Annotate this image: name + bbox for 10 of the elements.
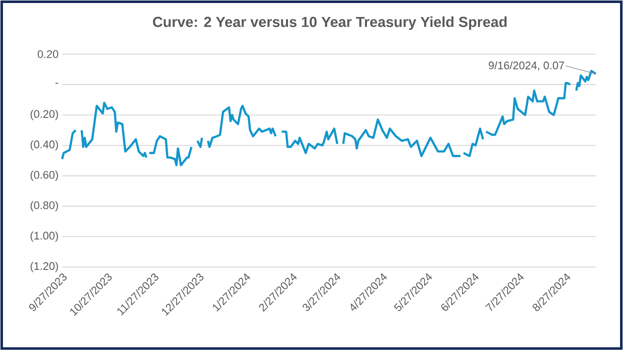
y-tick-label: - xyxy=(55,82,58,84)
y-tick-label: (0.80) xyxy=(30,201,58,212)
annotation: 9/16/2024, 0.07 xyxy=(488,61,564,71)
y-tick-label: (0.60) xyxy=(30,170,58,181)
y-tick-label: 0.20 xyxy=(38,50,58,58)
y-tick-label: (1.00) xyxy=(30,231,58,242)
y-tick-label: (0.40) xyxy=(30,140,58,150)
y-tick-label: (0.20) xyxy=(30,110,58,120)
y-tick-label: (1.20) xyxy=(30,262,58,272)
chart-title: Curve: 2 Year versus 10 Year Treasury Yield Spread xyxy=(152,16,507,30)
